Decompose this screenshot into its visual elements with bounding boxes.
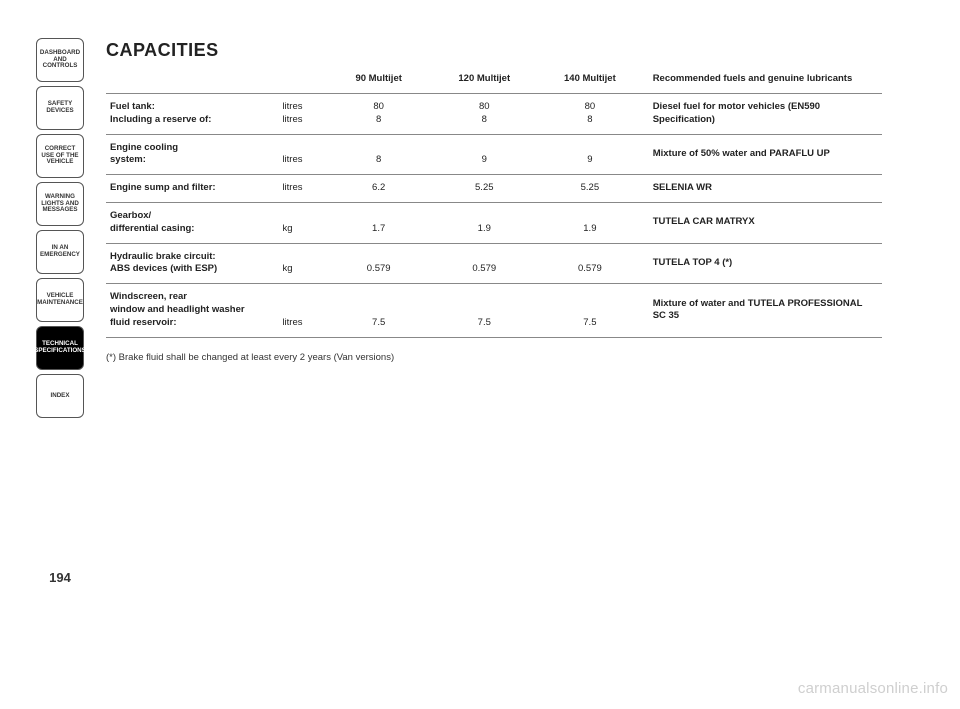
content-area: CAPACITIES 90 Multijet 120 Multijet 140 … — [106, 40, 882, 363]
tab-technical-specs[interactable]: TECHNICAL SPECIFICATIONS — [36, 326, 84, 370]
col-140-multijet: 140 Multijet — [537, 67, 643, 93]
col-120-multijet: 120 Multijet — [431, 67, 537, 93]
row-val2: 5.25 — [431, 175, 537, 203]
row-val1: 1.7 — [326, 202, 432, 243]
table-body: Fuel tank:Including a reserve of: litres… — [106, 93, 882, 337]
row-rec: TUTELA TOP 4 (*) — [643, 243, 882, 284]
row-val3: 7.5 — [537, 284, 643, 337]
row-unit: litreslitres — [278, 93, 325, 134]
footnote: (*) Brake fluid shall be changed at leas… — [106, 352, 882, 363]
tab-warning-lights[interactable]: WARNING LIGHTS AND MESSAGES — [36, 182, 84, 226]
tab-correct-use[interactable]: CORRECT USE OF THE VEHICLE — [36, 134, 84, 178]
row-val2: 1.9 — [431, 202, 537, 243]
row-val3: 0.579 — [537, 243, 643, 284]
table-row: Gearbox/differential casing: kg 1.7 1.9 … — [106, 202, 882, 243]
tab-maintenance[interactable]: VEHICLE MAINTENANCE — [36, 278, 84, 322]
row-label: Gearbox/differential casing: — [106, 202, 278, 243]
row-val1: 7.5 — [326, 284, 432, 337]
tab-label: CORRECT USE OF THE VEHICLE — [39, 146, 81, 166]
col-recommended: Recommended fuels and genuine lubricants — [643, 67, 882, 93]
tab-index[interactable]: INDEX — [36, 374, 84, 418]
row-label: Windscreen, rearwindow and headlight was… — [106, 284, 278, 337]
row-val2: 808 — [431, 93, 537, 134]
tab-label: DASHBOARD AND CONTROLS — [39, 50, 81, 70]
row-label: Fuel tank:Including a reserve of: — [106, 93, 278, 134]
table-header: 90 Multijet 120 Multijet 140 Multijet Re… — [106, 67, 882, 93]
row-rec: TUTELA CAR MATRYX — [643, 202, 882, 243]
row-unit: litres — [278, 175, 325, 203]
sidebar-tabs: DASHBOARD AND CONTROLS SAFETY DEVICES CO… — [36, 38, 84, 418]
tab-emergency[interactable]: IN AN EMERGENCY — [36, 230, 84, 274]
tab-safety-devices[interactable]: SAFETY DEVICES — [36, 86, 84, 130]
table-row: Fuel tank:Including a reserve of: litres… — [106, 93, 882, 134]
tab-dashboard-controls[interactable]: DASHBOARD AND CONTROLS — [36, 38, 84, 82]
table-row: Engine sump and filter: litres 6.2 5.25 … — [106, 175, 882, 203]
row-label: Engine sump and filter: — [106, 175, 278, 203]
row-val3: 808 — [537, 93, 643, 134]
row-unit: litres — [278, 134, 325, 175]
row-label: Engine coolingsystem: — [106, 134, 278, 175]
row-label: Hydraulic brake circuit:ABS devices (wit… — [106, 243, 278, 284]
tab-label: INDEX — [51, 393, 70, 400]
row-val1: 0.579 — [326, 243, 432, 284]
tab-label: VEHICLE MAINTENANCE — [37, 293, 83, 307]
row-val2: 0.579 — [431, 243, 537, 284]
table-row: Windscreen, rearwindow and headlight was… — [106, 284, 882, 337]
table-row: Hydraulic brake circuit:ABS devices (wit… — [106, 243, 882, 284]
table-row: Engine coolingsystem: litres 8 9 9 Mixtu… — [106, 134, 882, 175]
page-title: CAPACITIES — [106, 40, 882, 61]
col-90-multijet: 90 Multijet — [326, 67, 432, 93]
row-val1: 808 — [326, 93, 432, 134]
row-unit: kg — [278, 202, 325, 243]
row-val3: 1.9 — [537, 202, 643, 243]
page-number: 194 — [36, 570, 84, 585]
tab-label: WARNING LIGHTS AND MESSAGES — [39, 194, 81, 214]
row-rec: SELENIA WR — [643, 175, 882, 203]
row-rec: Mixture of water and TUTELA PROFESSIONAL… — [643, 284, 882, 337]
row-val3: 9 — [537, 134, 643, 175]
row-val2: 9 — [431, 134, 537, 175]
tab-label: TECHNICAL SPECIFICATIONS — [34, 341, 85, 355]
page: DASHBOARD AND CONTROLS SAFETY DEVICES CO… — [36, 30, 894, 610]
watermark: carmanualsonline.info — [798, 680, 948, 697]
row-val1: 8 — [326, 134, 432, 175]
row-val1: 6.2 — [326, 175, 432, 203]
tab-label: IN AN EMERGENCY — [39, 245, 81, 259]
row-val2: 7.5 — [431, 284, 537, 337]
row-unit: kg — [278, 243, 325, 284]
row-rec: Mixture of 50% water and PARAFLU UP — [643, 134, 882, 175]
row-val3: 5.25 — [537, 175, 643, 203]
tab-label: SAFETY DEVICES — [39, 101, 81, 115]
row-unit: litres — [278, 284, 325, 337]
capacities-table: 90 Multijet 120 Multijet 140 Multijet Re… — [106, 67, 882, 338]
row-rec: Diesel fuel for motor vehicles (EN590 Sp… — [643, 93, 882, 134]
